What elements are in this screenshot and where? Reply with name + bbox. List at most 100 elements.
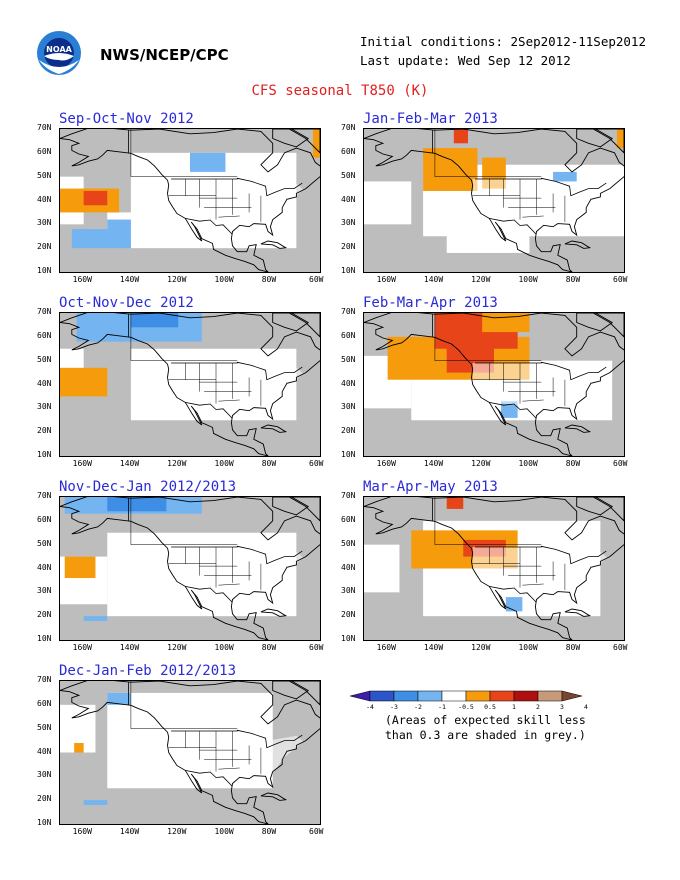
- legend-tick: 0.5: [484, 703, 496, 710]
- coastline: [60, 129, 320, 272]
- cuba: [564, 424, 592, 433]
- national-border: [475, 361, 607, 381]
- legend-swatch: [393, 690, 419, 702]
- conus-area: [168, 179, 304, 236]
- anomaly-region: [60, 367, 108, 397]
- legend-tick: -1: [438, 703, 446, 710]
- baffin-island: [576, 129, 614, 148]
- map-mam: [363, 496, 625, 641]
- lon-label: 80W: [565, 459, 581, 468]
- conus-area: [168, 547, 304, 604]
- map-ond: [59, 312, 321, 457]
- anomaly-region: [83, 616, 108, 621]
- anomaly-region: [423, 148, 478, 191]
- lat-label: 40N: [341, 562, 356, 572]
- svg-text:NOAA: NOAA: [46, 45, 72, 54]
- coastline: [60, 681, 320, 824]
- lon-label: 80W: [565, 275, 581, 284]
- lat-label: 60N: [37, 698, 52, 708]
- legend-note-line1: (Areas of expected skill less: [385, 713, 586, 727]
- map-ndj: [59, 496, 321, 641]
- legend-swatch: [417, 690, 443, 702]
- lat-label: 70N: [37, 307, 52, 316]
- baffin-island: [272, 681, 310, 700]
- lat-label: 20N: [37, 794, 52, 804]
- state-boundaries: [472, 547, 566, 590]
- greenland: [593, 313, 624, 338]
- last-update: Last update: Wed Sep 12 2012: [360, 53, 571, 68]
- conus-area: [472, 547, 608, 604]
- panel-title-jfm: Jan-Feb-Mar 2013: [363, 111, 498, 127]
- national-border: [171, 545, 303, 565]
- lat-label: 10N: [37, 634, 52, 643]
- cuba: [260, 608, 288, 617]
- greenland: [289, 497, 320, 522]
- lat-label: 60N: [341, 146, 356, 156]
- lat-label: 30N: [37, 218, 52, 228]
- national-border: [171, 361, 303, 381]
- legend-tick: -3: [390, 703, 398, 710]
- anomaly-region: [107, 497, 167, 512]
- national-border: [489, 586, 537, 603]
- conus-area: [472, 179, 608, 236]
- cuba: [260, 792, 288, 801]
- baffin-island: [272, 129, 310, 148]
- map-jfm: [363, 128, 625, 273]
- org-name: NWS/NCEP/CPC: [100, 46, 229, 64]
- anomaly-region: [71, 229, 131, 249]
- lat-label: 10N: [341, 266, 356, 275]
- anomaly-region: [446, 497, 464, 509]
- lat-label: 10N: [341, 450, 356, 459]
- lon-label: 160W: [376, 643, 396, 652]
- noaa-logo: NOAA: [37, 31, 81, 75]
- state-boundaries: [168, 179, 262, 222]
- anomaly-region: [364, 544, 400, 593]
- lon-label: 80W: [261, 459, 277, 468]
- lat-label: 60N: [341, 514, 356, 524]
- lat-label: 70N: [37, 123, 52, 132]
- lat-label: 50N: [37, 538, 52, 548]
- lat-label: 70N: [37, 675, 52, 684]
- legend-tick: 3: [560, 703, 564, 710]
- reference-lines: [130, 129, 238, 177]
- lon-label: 140W: [423, 643, 444, 652]
- conus-area: [168, 731, 304, 788]
- legend-swatch: [489, 690, 515, 702]
- lon-label: 60W: [309, 643, 324, 652]
- anomaly-region: [453, 129, 468, 144]
- anomaly-region: [74, 742, 84, 753]
- cuba: [260, 424, 288, 433]
- national-border: [171, 729, 303, 749]
- anomaly-region: [553, 171, 577, 182]
- map-son: [59, 128, 321, 273]
- anomaly-region: [364, 181, 412, 225]
- lat-label: 40N: [341, 378, 356, 388]
- lon-label: 60W: [613, 459, 628, 468]
- reference-lines: [130, 681, 238, 729]
- lon-label: 160W: [72, 459, 92, 468]
- lat-label: 40N: [37, 194, 52, 204]
- lat-label: 50N: [37, 170, 52, 180]
- lon-label: 60W: [309, 827, 324, 836]
- lat-label: 50N: [37, 722, 52, 732]
- lon-label: 60W: [613, 643, 628, 652]
- lon-label: 140W: [119, 459, 140, 468]
- lat-label: 20N: [37, 610, 52, 620]
- state-boundaries: [472, 363, 566, 406]
- cuba: [260, 240, 288, 249]
- lon-label: 100W: [214, 643, 234, 652]
- legend-swatch: [441, 690, 467, 702]
- anomaly-region: [130, 313, 179, 328]
- legend-tick: -0.5: [458, 703, 474, 710]
- panel-title-son: Sep-Oct-Nov 2012: [59, 111, 194, 127]
- legend-note: (Areas of expected skill less than 0.3 a…: [385, 713, 586, 743]
- lat-label: 40N: [37, 746, 52, 756]
- lon-label: 120W: [471, 459, 491, 468]
- lat-label: 30N: [341, 586, 356, 596]
- lat-label: 30N: [37, 586, 52, 596]
- greenland: [289, 681, 320, 706]
- anomaly-region: [107, 692, 131, 705]
- lat-label: 70N: [341, 123, 356, 132]
- reference-lines: [434, 129, 542, 177]
- legend-tick: 4: [584, 703, 588, 710]
